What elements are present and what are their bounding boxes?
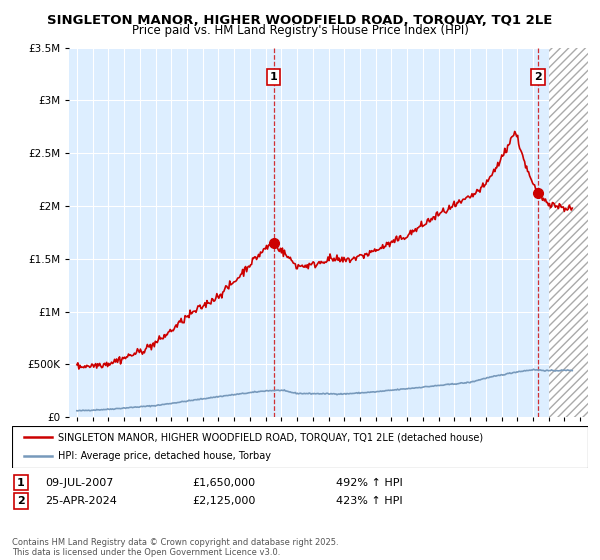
Text: SINGLETON MANOR, HIGHER WOODFIELD ROAD, TORQUAY, TQ1 2LE (detached house): SINGLETON MANOR, HIGHER WOODFIELD ROAD, … (58, 432, 483, 442)
Text: 09-JUL-2007: 09-JUL-2007 (45, 478, 113, 488)
Text: 2: 2 (17, 496, 25, 506)
Text: 492% ↑ HPI: 492% ↑ HPI (336, 478, 403, 488)
Text: Price paid vs. HM Land Registry's House Price Index (HPI): Price paid vs. HM Land Registry's House … (131, 24, 469, 37)
Text: £1,650,000: £1,650,000 (192, 478, 255, 488)
Text: 423% ↑ HPI: 423% ↑ HPI (336, 496, 403, 506)
Text: HPI: Average price, detached house, Torbay: HPI: Average price, detached house, Torb… (58, 451, 271, 461)
Text: SINGLETON MANOR, HIGHER WOODFIELD ROAD, TORQUAY, TQ1 2LE: SINGLETON MANOR, HIGHER WOODFIELD ROAD, … (47, 14, 553, 27)
Text: Contains HM Land Registry data © Crown copyright and database right 2025.
This d: Contains HM Land Registry data © Crown c… (12, 538, 338, 557)
Text: 2: 2 (534, 72, 542, 82)
Text: 25-APR-2024: 25-APR-2024 (45, 496, 117, 506)
Text: 1: 1 (270, 72, 278, 82)
FancyBboxPatch shape (12, 426, 588, 468)
Text: £2,125,000: £2,125,000 (192, 496, 256, 506)
Text: 1: 1 (17, 478, 25, 488)
